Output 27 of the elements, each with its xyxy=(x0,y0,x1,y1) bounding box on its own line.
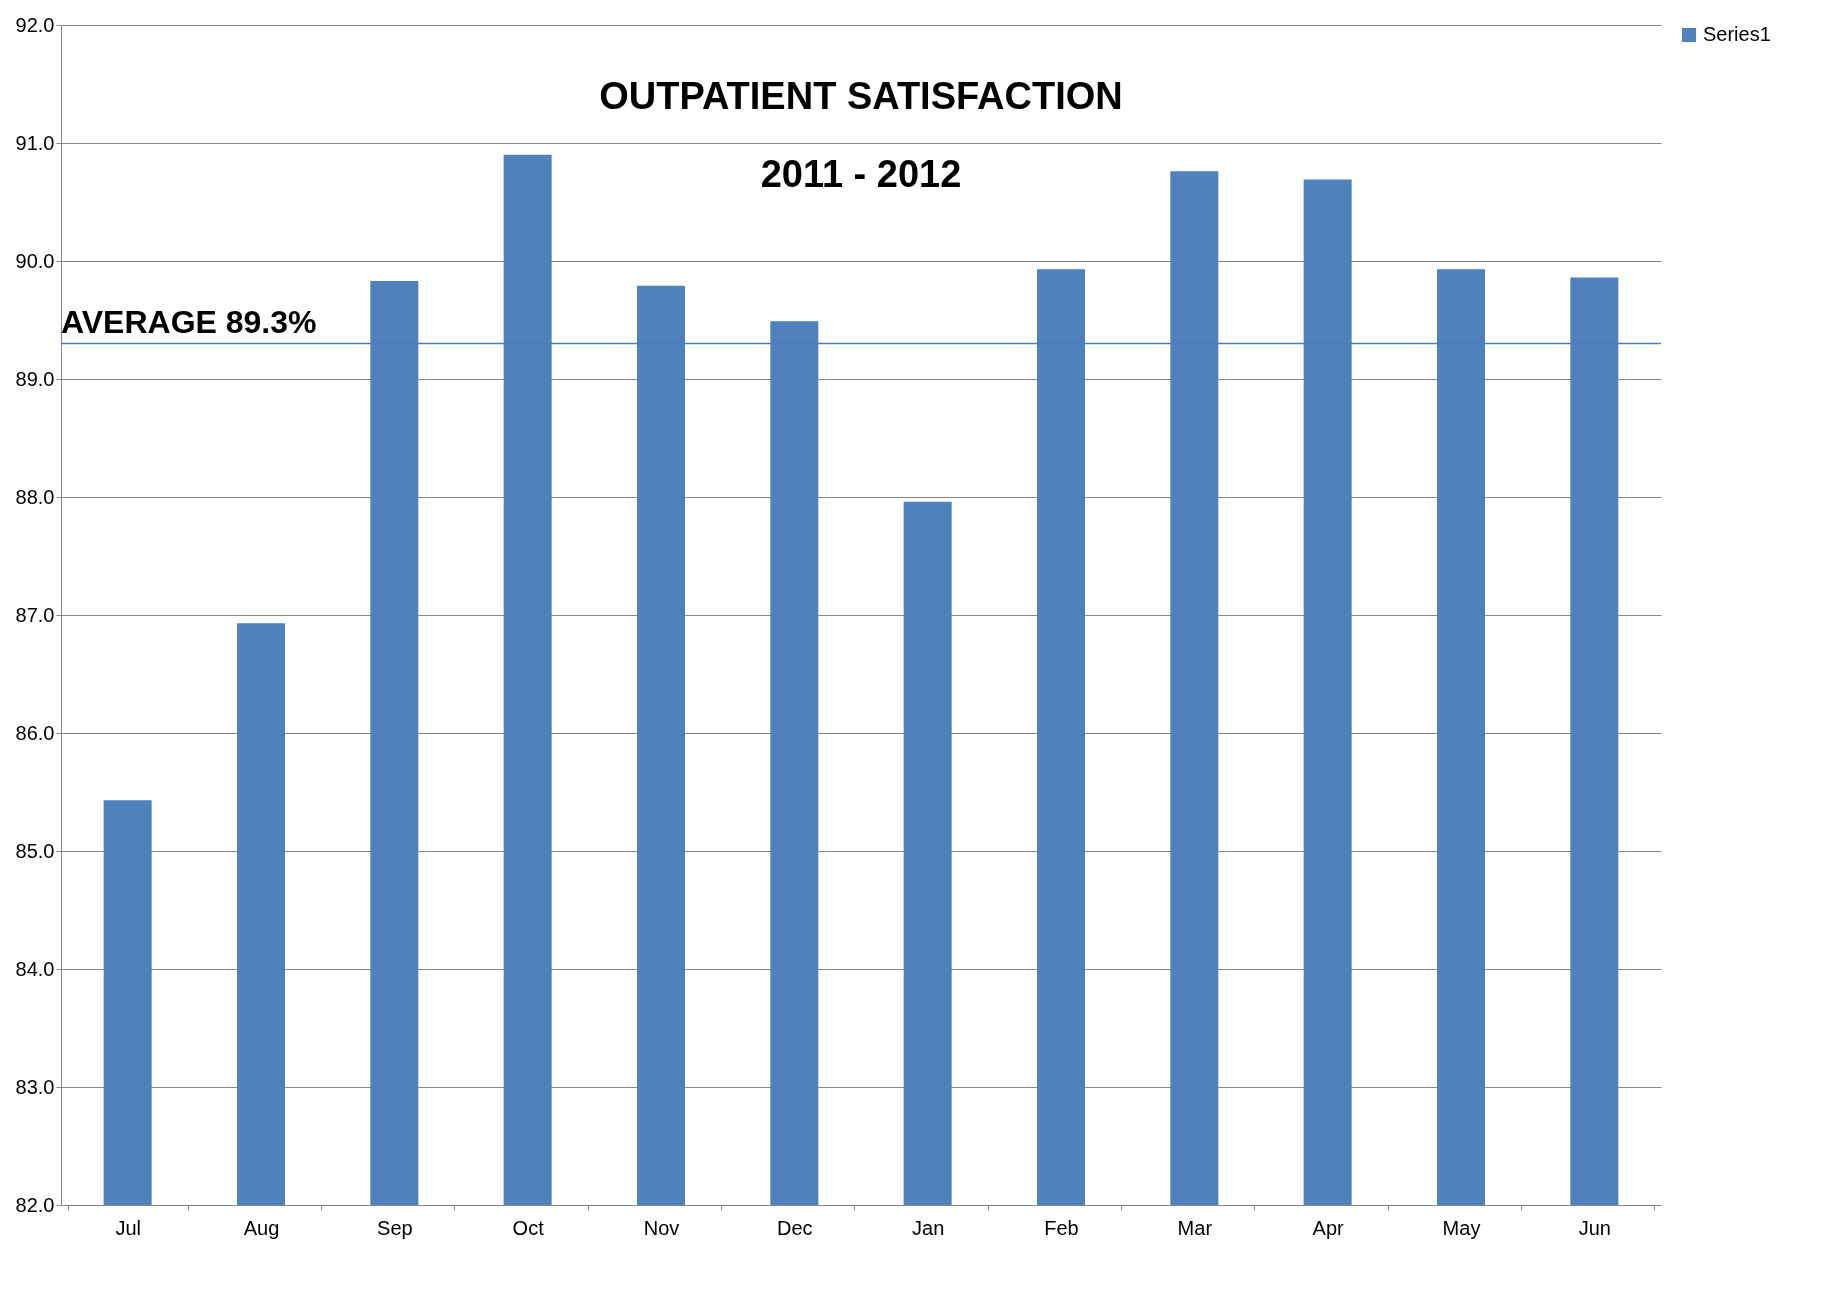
x-tick-label: Dec xyxy=(777,1216,813,1239)
y-tick-label: 90.0 xyxy=(15,249,55,272)
y-tick-label: 84.0 xyxy=(15,957,55,980)
x-tick-label: Jul xyxy=(115,1216,141,1239)
ref-line-label: AVERAGE 89.3% xyxy=(61,303,317,340)
x-tick-label: Sep xyxy=(377,1216,413,1239)
x-tick-label: Feb xyxy=(1044,1216,1079,1239)
x-tick-label: Aug xyxy=(243,1216,280,1239)
y-tick-label: 91.0 xyxy=(15,131,55,154)
x-tick-label: Nov xyxy=(643,1216,680,1239)
y-tick-label: 82.0 xyxy=(15,1193,55,1216)
y-tick-label: 83.0 xyxy=(15,1075,55,1098)
y-tick-label: 89.0 xyxy=(15,367,55,390)
text: OUTPATIENT SATISFACTION xyxy=(599,75,1123,117)
x-tick-label: Apr xyxy=(1312,1216,1345,1239)
x-tick-label: Jun xyxy=(1578,1216,1611,1239)
y-tick-label: 92.0 xyxy=(15,13,55,36)
y-tick-label: 86.0 xyxy=(15,721,55,744)
x-tick-label: Mar xyxy=(1177,1216,1213,1239)
text: 2011 - 2012 xyxy=(760,153,962,195)
y-tick-label: 88.0 xyxy=(15,485,55,508)
x-tick-label: Jan xyxy=(912,1216,945,1239)
x-tick-label: May xyxy=(1442,1216,1481,1239)
x-tick-label: Oct xyxy=(512,1216,545,1239)
legend-label: Series1 xyxy=(1703,23,1771,45)
y-tick-label: 87.0 xyxy=(15,603,55,626)
y-tick-label: 85.0 xyxy=(15,839,55,862)
